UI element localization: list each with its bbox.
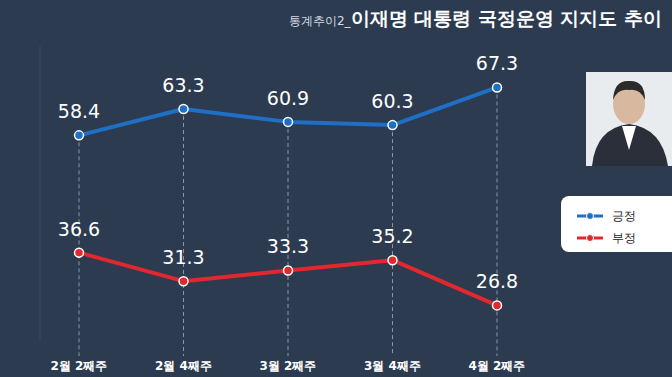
data-label: 63.3: [162, 74, 204, 96]
title: 통계추이2_이재명 대통령 국정운영 지지도 추이: [289, 7, 662, 29]
legend-box: [561, 196, 672, 252]
point: [179, 277, 188, 286]
x-tick-label: 2월 2째주: [51, 359, 108, 373]
y-axis-line: [40, 46, 41, 342]
point: [75, 248, 84, 257]
data-label: 31.3: [162, 246, 204, 268]
background: [0, 0, 672, 377]
chart: 통계추이2_이재명 대통령 국정운영 지지도 추이 2월 2째주 2월 4째주 3월 …: [0, 0, 672, 377]
data-label: 33.3: [267, 235, 309, 257]
data-label: 36.6: [58, 218, 100, 240]
plot-area: [75, 83, 502, 310]
title-text: 이재명 대통령 국정운영 지지도 추이: [351, 7, 662, 29]
point: [388, 121, 397, 130]
legend-marker: [587, 235, 594, 242]
x-tick-label: 2월 4째주: [155, 359, 212, 373]
data-label: 35.2: [371, 225, 413, 247]
point: [388, 256, 397, 265]
portrait-hair: [613, 81, 645, 100]
series-line: [79, 87, 497, 135]
grid-line: [79, 135, 80, 356]
point: [284, 266, 293, 275]
x-tick-label: 3월 2째주: [260, 359, 317, 373]
legend: 긍정부정: [561, 196, 672, 252]
x-tick-label: 4월 2째주: [469, 359, 526, 373]
data-label: 67.3: [476, 52, 518, 74]
point: [284, 117, 293, 126]
point: [493, 301, 502, 310]
series-line: [79, 253, 497, 306]
subtitle: 통계추이2_: [289, 14, 352, 28]
portrait: [586, 72, 672, 166]
legend-marker: [587, 213, 594, 220]
portrait-shirt: [622, 126, 636, 150]
data-label: 60.9: [267, 87, 309, 109]
grid-line: [497, 87, 498, 356]
data-label: 58.4: [58, 100, 100, 122]
portrait-suit: [592, 124, 668, 166]
point: [493, 83, 502, 92]
data-label: 26.8: [476, 270, 518, 292]
legend-label: 긍정: [612, 209, 636, 223]
point: [179, 104, 188, 113]
grid-line: [183, 109, 184, 356]
data-label: 60.3: [371, 90, 413, 112]
x-tick-label: 3월 4째주: [364, 359, 421, 373]
point: [75, 131, 84, 140]
legend-label: 부정: [612, 231, 636, 245]
portrait-bg: [586, 72, 672, 166]
